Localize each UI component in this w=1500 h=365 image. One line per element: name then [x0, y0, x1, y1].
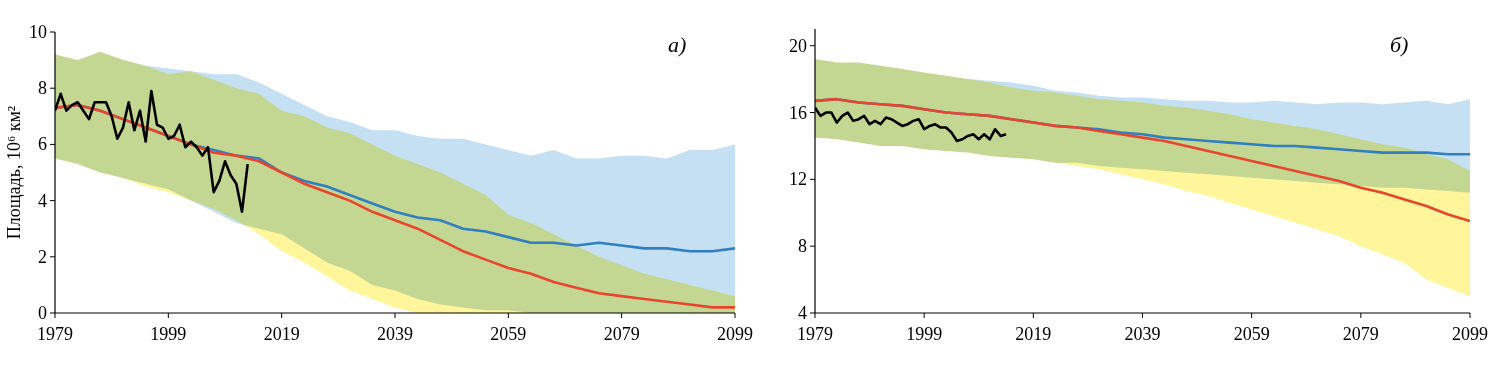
y-axis: [814, 29, 815, 313]
y-tick-label: 16: [789, 103, 807, 123]
series-line: [55, 105, 735, 307]
x-tick: [508, 313, 509, 318]
y-tick: [50, 313, 55, 314]
x-tick: [55, 313, 56, 318]
chart: 0 2 4 6 8 10 1979 1999 2019 2039 2059 2079 2099 а) Пло…: [4, 22, 753, 344]
plot-area: [815, 59, 1470, 296]
y-tick: [50, 256, 55, 257]
y-tick-label: 10: [29, 22, 47, 42]
x-tick-label: 2019: [264, 324, 300, 344]
series-line: [55, 105, 735, 251]
x-tick-label: 2039: [1125, 324, 1161, 344]
y-tick-label: 20: [789, 36, 807, 56]
x-tick: [735, 313, 736, 318]
x-tick-label: 1979: [37, 324, 73, 344]
y-tick: [810, 179, 815, 180]
x-tick-label: 2019: [1015, 324, 1051, 344]
x-tick-label: 1999: [150, 324, 186, 344]
y-tick: [810, 246, 815, 247]
x-tick-label: 2059: [1234, 324, 1270, 344]
x-tick-label: 2039: [377, 324, 413, 344]
y-tick-label: 0: [38, 303, 47, 323]
y-tick: [50, 32, 55, 33]
series-line: [55, 91, 248, 212]
y-tick: [810, 112, 815, 113]
range-band: [815, 59, 1470, 296]
range-band: [55, 52, 735, 313]
x-tick: [168, 313, 169, 318]
y-tick: [50, 88, 55, 89]
y-tick-label: 6: [38, 134, 47, 154]
y-tick-label: 4: [798, 303, 807, 323]
x-tick-label: 1999: [906, 324, 942, 344]
series-line: [815, 99, 1470, 221]
panel-title: б): [1390, 32, 1408, 57]
y-tick-label: 8: [38, 78, 47, 98]
x-tick: [621, 313, 622, 318]
x-tick: [1033, 313, 1034, 318]
x-tick: [1470, 313, 1471, 318]
y-axis: [54, 32, 55, 313]
y-tick-label: 8: [798, 236, 807, 256]
x-tick: [1360, 313, 1361, 318]
x-tick-label: 2079: [1343, 324, 1379, 344]
figure: 0 2 4 6 8 10 1979 1999 2019 2039 2059 2079 2099 а) Пло…: [0, 0, 1500, 365]
x-tick-label: 2099: [1452, 324, 1488, 344]
y-tick: [810, 313, 815, 314]
x-tick: [1251, 313, 1252, 318]
y-tick: [810, 45, 815, 46]
y-tick-label: 2: [38, 247, 47, 267]
y-tick-label: 4: [38, 191, 47, 211]
plot-area: [55, 52, 735, 313]
y-axis-label: Площадь, 10⁶ км²: [4, 106, 24, 240]
x-tick: [924, 313, 925, 318]
x-tick: [1142, 313, 1143, 318]
x-tick-label: 2099: [717, 324, 753, 344]
x-tick-label: 2079: [604, 324, 640, 344]
y-tick: [50, 200, 55, 201]
series-line: [815, 108, 1006, 141]
x-tick: [281, 313, 282, 318]
range-band: [55, 52, 735, 313]
x-tick: [815, 313, 816, 318]
y-tick: [50, 144, 55, 145]
x-tick-label: 1979: [797, 324, 833, 344]
chart: 4 8 12 16 20 1979 1999 2019 2039 2059 2079 2099 б): [789, 29, 1488, 344]
y-tick-label: 12: [789, 169, 807, 189]
panel-title: а): [668, 32, 686, 57]
x-tick: [395, 313, 396, 318]
x-tick-label: 2059: [490, 324, 526, 344]
